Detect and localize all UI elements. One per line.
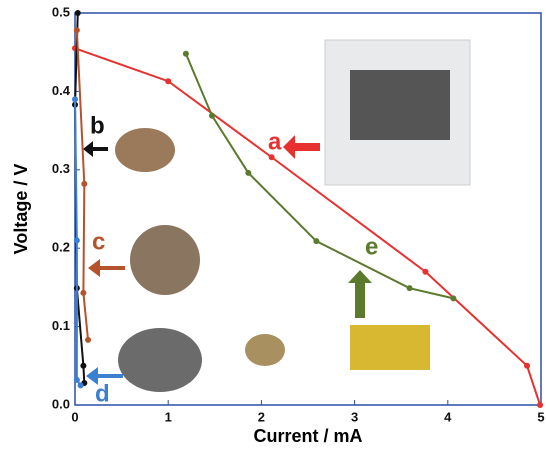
arrow-c (88, 259, 125, 277)
series-label: a (268, 128, 282, 155)
arrow-e (348, 270, 372, 318)
photo-snail (115, 128, 175, 172)
arrow-b (83, 141, 108, 157)
x-tick-label: 3 (351, 409, 358, 424)
data-point (407, 285, 413, 291)
x-tick-label: 4 (444, 409, 452, 424)
data-point (450, 295, 456, 301)
x-tick-label: 0 (71, 409, 78, 424)
cell-panel (350, 70, 450, 140)
data-point (81, 181, 87, 187)
data-point (422, 269, 428, 275)
data-point (78, 382, 84, 388)
y-tick-label: 0.5 (52, 4, 70, 19)
data-point (209, 113, 215, 119)
data-point (165, 78, 171, 84)
data-point (313, 238, 319, 244)
series-label: e (365, 233, 378, 260)
series-label: c (92, 228, 105, 255)
x-tick-label: 1 (165, 409, 172, 424)
y-tick-label: 0.2 (52, 240, 70, 255)
y-tick-label: 0.3 (52, 161, 70, 176)
arrow-a (283, 135, 320, 159)
chart: Current / mA Voltage / V 0 1 2 3 4 5 0.0 0.1 0.2… (0, 0, 546, 453)
x-tick-label: 5 (537, 409, 544, 424)
data-point (75, 10, 81, 16)
photo-rabbit (130, 225, 200, 295)
photo-device (245, 334, 285, 366)
series-label: d (95, 380, 110, 407)
y-tick-label: 0.0 (52, 396, 70, 411)
data-point (537, 402, 543, 408)
y-tick-label: 0.4 (52, 83, 71, 98)
x-tick-label: 2 (258, 409, 265, 424)
data-point (74, 377, 80, 383)
data-point (72, 96, 78, 102)
y-tick-label: 0.1 (52, 318, 70, 333)
photo-mouse (118, 328, 202, 392)
data-point (80, 363, 86, 369)
photo-circuit (350, 325, 430, 370)
data-point (74, 237, 80, 243)
data-point (245, 170, 251, 176)
y-axis-label: Voltage / V (11, 164, 31, 255)
data-point (183, 51, 189, 57)
data-point (85, 337, 91, 343)
data-point (524, 363, 530, 369)
series-label: b (90, 112, 105, 139)
data-point (74, 27, 80, 33)
x-axis-label: Current / mA (253, 426, 362, 446)
data-point (80, 290, 86, 296)
